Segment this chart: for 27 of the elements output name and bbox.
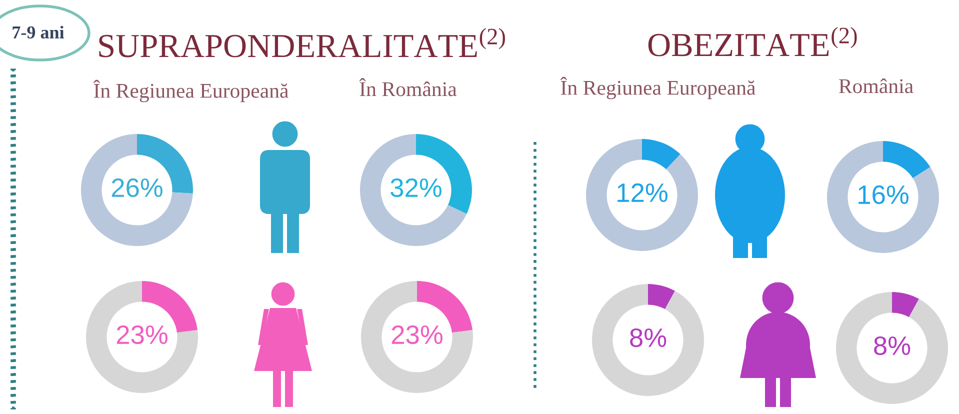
data-label: 12% bbox=[618, 183, 668, 202]
text: SUPRAPONDERALITATE$^{(2)}$ bbox=[99, 28, 505, 58]
data-label: 32% bbox=[390, 178, 442, 198]
donut-slice bbox=[648, 284, 675, 310]
donut-slice bbox=[586, 139, 698, 251]
chart-title: În Regiunea Europeană bbox=[560, 76, 756, 100]
donut-slice bbox=[642, 139, 680, 170]
data-label: 23% bbox=[392, 325, 442, 344]
donut-slice bbox=[836, 292, 948, 404]
data-label: 8% bbox=[630, 328, 666, 348]
donut-slice bbox=[592, 284, 704, 396]
donut-slice bbox=[883, 141, 930, 178]
donut-slice bbox=[81, 134, 193, 246]
donut-slice bbox=[361, 281, 473, 393]
data-label: 26% bbox=[112, 178, 162, 198]
data-label: 23% bbox=[116, 325, 168, 344]
donut-slice bbox=[892, 292, 919, 318]
text: OBEZITATE$^{(2)}$ bbox=[648, 27, 857, 56]
data-label: 16% bbox=[858, 185, 908, 204]
chart-title: România bbox=[838, 78, 914, 94]
donut-slice bbox=[360, 134, 467, 246]
donut-slice bbox=[86, 281, 198, 393]
donut-slice bbox=[827, 141, 939, 253]
text: 7-9 ani bbox=[12, 26, 64, 39]
chart-title: În Regiunea Europeană bbox=[93, 80, 288, 102]
chart-title: În România bbox=[359, 78, 457, 96]
data-label: 8% bbox=[874, 336, 910, 356]
